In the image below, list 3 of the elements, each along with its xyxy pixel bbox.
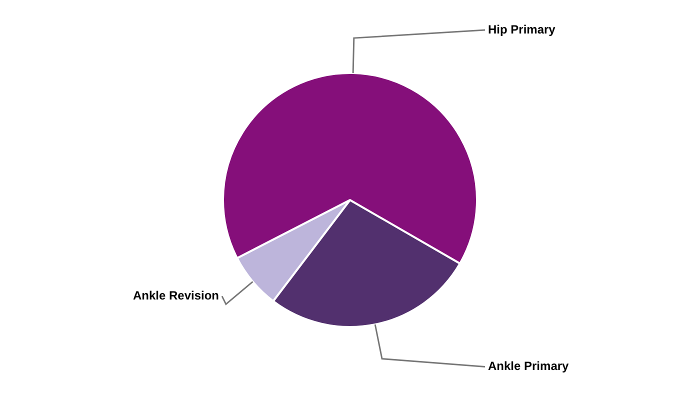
- slice-label: Ankle Revision: [132, 288, 219, 302]
- slice-label: Hip Primary: [488, 22, 556, 36]
- slice-label: Ankle Primary: [488, 359, 570, 374]
